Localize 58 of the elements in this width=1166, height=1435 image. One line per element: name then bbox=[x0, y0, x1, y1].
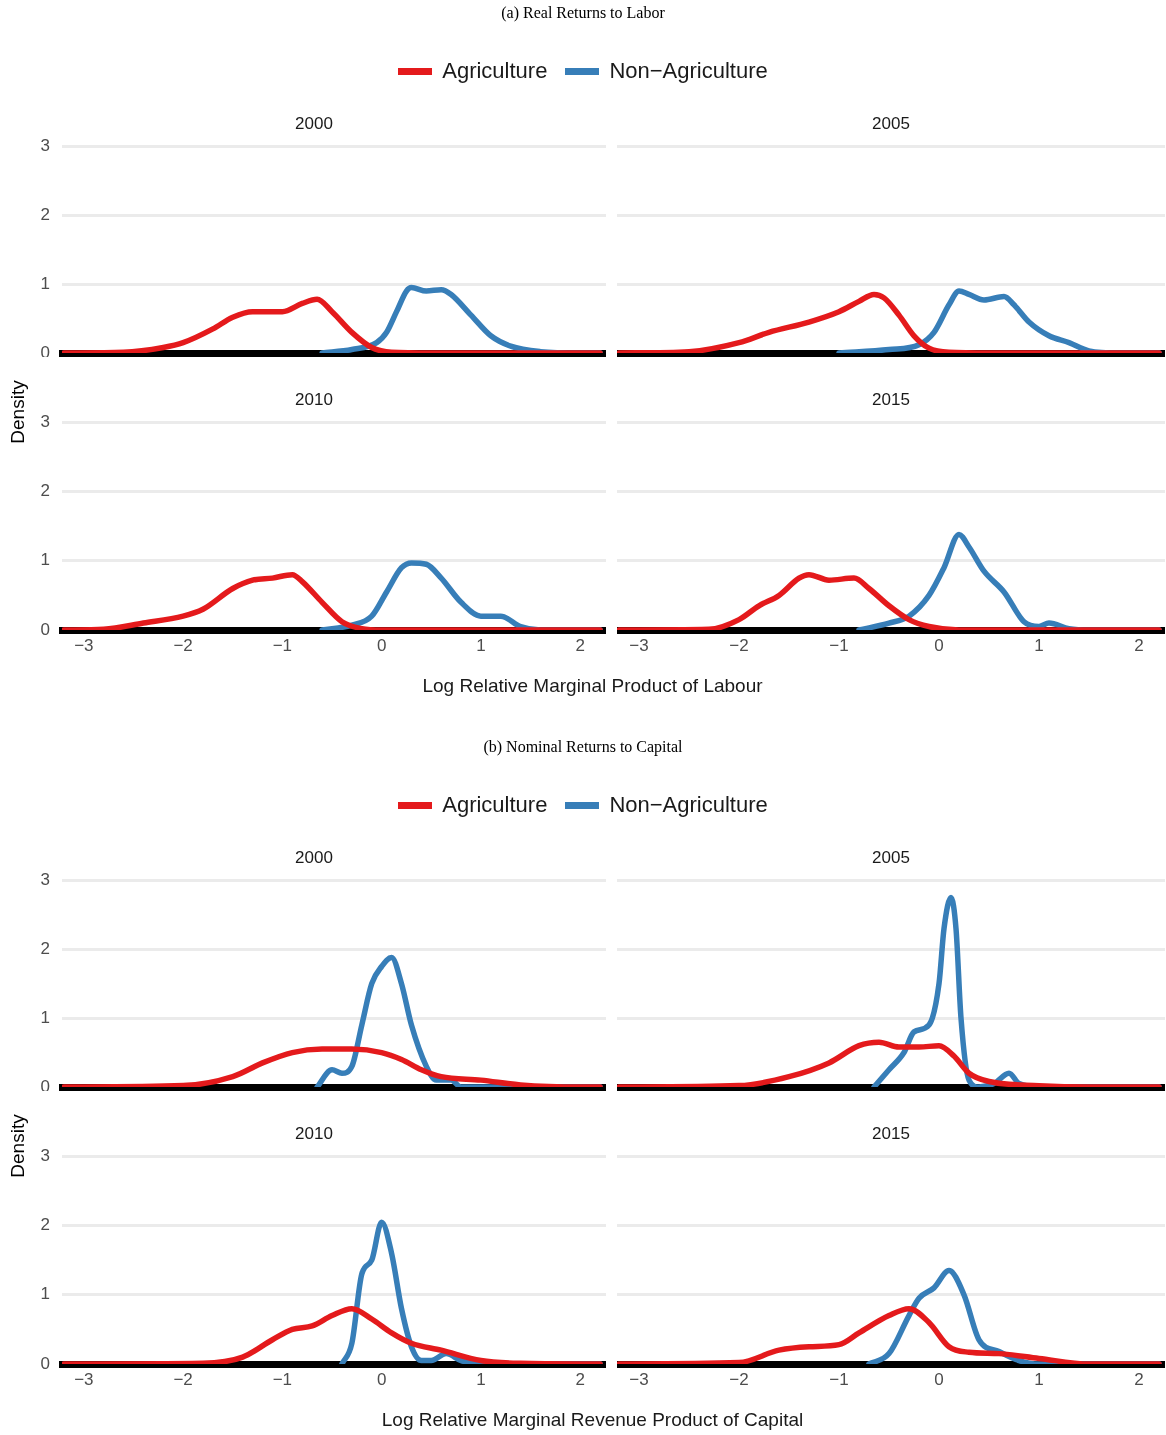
text: (a) Real Returns to Labor bbox=[500, 4, 666, 22]
x-tick-label: 0 bbox=[934, 1369, 944, 1389]
chart-title: 2015 bbox=[872, 1123, 910, 1143]
x-tick-label: 0 bbox=[934, 635, 944, 655]
x-tick-label: −3 bbox=[629, 635, 649, 655]
x-tick-label: 1 bbox=[476, 635, 486, 655]
y-tick-label: 3 bbox=[40, 870, 50, 890]
x-tick-label: −3 bbox=[629, 1369, 649, 1389]
x-tick-label: −3 bbox=[74, 635, 94, 655]
x-tick-label: 1 bbox=[1034, 635, 1044, 655]
y-tick-label: 1 bbox=[40, 273, 50, 293]
y-tick-label: 1 bbox=[40, 1284, 50, 1304]
y-tick-label: 3 bbox=[40, 412, 50, 432]
x-tick-label: −2 bbox=[729, 635, 749, 655]
x-tick-label: −2 bbox=[173, 635, 193, 655]
y-axis-title: Density bbox=[7, 380, 29, 444]
x-axis-title: Log Relative Marginal Revenue Product of Capital bbox=[380, 1409, 805, 1431]
y-axis-title: Density bbox=[7, 1114, 29, 1178]
x-tick-label: −2 bbox=[173, 1369, 193, 1389]
chart-title: 2005 bbox=[872, 113, 910, 133]
y-tick-label: 0 bbox=[40, 1353, 50, 1373]
y-tick-label: 2 bbox=[40, 481, 50, 501]
x-tick-label: 1 bbox=[1034, 1369, 1044, 1389]
legend-label: Agriculture bbox=[442, 792, 548, 818]
x-tick-label: 2 bbox=[575, 635, 585, 655]
chart-title: 2010 bbox=[295, 1123, 333, 1143]
y-tick-label: 1 bbox=[40, 1007, 50, 1027]
x-tick-label: 2 bbox=[1134, 1369, 1144, 1389]
chart-title: 2000 bbox=[295, 113, 333, 133]
chart-title: 2010 bbox=[295, 389, 333, 409]
x-tick-label: −1 bbox=[272, 635, 293, 655]
x-tick-label: 0 bbox=[376, 635, 387, 655]
text: (b) Nominal Returns to Capital bbox=[482, 738, 684, 756]
legend-label: Agriculture bbox=[442, 58, 548, 84]
y-tick-label: 2 bbox=[40, 204, 50, 224]
x-tick-label: 2 bbox=[1134, 635, 1144, 655]
x-tick-label: 0 bbox=[376, 1369, 387, 1389]
chart-title: 2000 bbox=[295, 847, 333, 867]
x-axis-title: Log Relative Marginal Product of Labour bbox=[421, 675, 764, 697]
y-tick-label: 2 bbox=[40, 938, 50, 958]
x-tick-label: 2 bbox=[575, 1369, 585, 1389]
x-tick-label: 1 bbox=[476, 1369, 486, 1389]
y-tick-label: 1 bbox=[40, 550, 50, 570]
x-tick-label: −1 bbox=[272, 1369, 293, 1389]
legend-label: Non−Agriculture bbox=[609, 792, 768, 818]
y-tick-label: 3 bbox=[40, 136, 50, 156]
y-tick-label: 2 bbox=[40, 1215, 50, 1235]
y-tick-label: 0 bbox=[40, 1076, 50, 1096]
x-tick-label: −3 bbox=[74, 1369, 94, 1389]
x-tick-label: −1 bbox=[829, 635, 849, 655]
chart-title: 2015 bbox=[872, 389, 910, 409]
y-tick-label: 3 bbox=[40, 1146, 50, 1166]
x-tick-label: −2 bbox=[729, 1369, 749, 1389]
chart-title: 2005 bbox=[872, 847, 910, 867]
y-tick-label: 0 bbox=[40, 619, 50, 639]
y-tick-label: 0 bbox=[40, 342, 50, 362]
legend-label: Non−Agriculture bbox=[609, 58, 768, 84]
x-tick-label: −1 bbox=[829, 1369, 849, 1389]
